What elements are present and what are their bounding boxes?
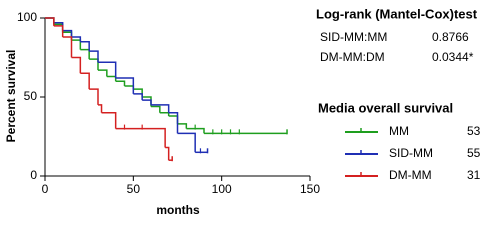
survival-step <box>151 105 161 113</box>
survival-step <box>89 58 99 71</box>
survival-step <box>133 93 143 101</box>
survival-step <box>98 69 108 77</box>
survival-step <box>133 88 143 97</box>
legend-label: SID-MM <box>389 146 433 160</box>
survival-step <box>177 132 196 153</box>
survival-step <box>186 127 205 134</box>
survival-step <box>159 112 170 116</box>
survival-step <box>115 80 126 86</box>
legend-median: 53 <box>467 124 481 138</box>
survival-step <box>45 17 55 26</box>
survival-step <box>53 25 64 37</box>
stats-value: 0.0344* <box>432 50 474 64</box>
y-tick-label: 100 <box>17 10 37 24</box>
survival-step <box>71 56 82 74</box>
y-tick-label: 0 <box>30 168 37 182</box>
x-tick-label: 150 <box>300 182 320 196</box>
survival-step <box>142 99 152 105</box>
survival-step <box>165 146 170 161</box>
legend-median: 31 <box>467 168 481 182</box>
stats-label: SID-MM:MM <box>320 30 387 44</box>
x-tick-label: 50 <box>127 182 141 196</box>
x-axis-label: months <box>156 203 200 217</box>
survival-step <box>62 31 73 41</box>
x-tick-label: 0 <box>42 182 49 196</box>
stats-label: DM-MM:DM <box>320 50 385 64</box>
survival-step <box>89 50 99 63</box>
survival-step <box>71 36 82 42</box>
survival-step <box>89 88 99 105</box>
x-tick-label: 100 <box>212 182 232 196</box>
survival-step <box>177 123 188 129</box>
survival-step <box>71 39 82 50</box>
survival-step <box>98 61 117 79</box>
survival-step <box>168 115 179 124</box>
legend-title: Media overall survival <box>318 100 453 115</box>
survival-step <box>80 48 90 60</box>
survival-step <box>106 75 117 82</box>
survival-step <box>142 96 152 107</box>
survival-step <box>62 36 73 58</box>
survival-step <box>115 77 135 94</box>
survival-step <box>45 17 55 25</box>
survival-step <box>101 112 117 129</box>
survival-step <box>124 85 135 90</box>
stats-title: Log-rank (Mantel-Cox)test <box>316 6 478 21</box>
survival-step <box>115 127 166 148</box>
survival-step <box>80 72 90 90</box>
survival-step <box>168 112 179 134</box>
survival-step <box>80 40 90 52</box>
legend-label: DM-MM <box>389 168 432 182</box>
stats-value: 0.8766 <box>432 30 469 44</box>
survival-step <box>62 29 73 37</box>
legend-label: MM <box>389 124 409 138</box>
survival-step <box>151 104 170 113</box>
chart: Percent survival months Log-rank (Mantel… <box>4 6 481 217</box>
legend-median: 55 <box>467 146 481 160</box>
y-axis-label: Percent survival <box>4 50 18 143</box>
y-tick-label: 50 <box>24 89 38 103</box>
survival-step <box>98 104 103 113</box>
